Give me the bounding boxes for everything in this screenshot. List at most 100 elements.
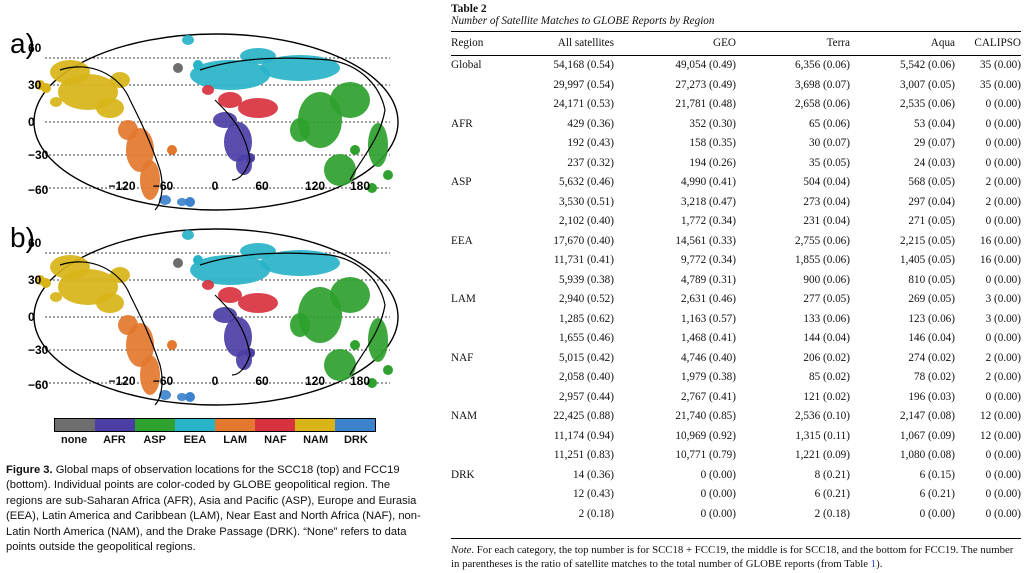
colorbar-swatch-afr <box>95 419 135 431</box>
cell-calipso: 0 (0.00) <box>985 137 1021 149</box>
table-row: Global 54,168 (0.54) 49,054 (0.49) 6,356 (0… <box>451 59 1021 78</box>
cell-calipso: 0 (0.00) <box>985 117 1021 130</box>
observation-point <box>193 255 203 265</box>
cell-aqua: 6 (0.21) <box>919 488 955 500</box>
cell-terra: 273 (0.04) <box>803 195 850 208</box>
cell-all-satellites: 12 (0.43) <box>572 488 614 500</box>
cell-aqua: 274 (0.02) <box>908 351 955 364</box>
cell-calipso: 0 (0.00) <box>985 507 1021 520</box>
cell-calipso: 0 (0.00) <box>985 449 1021 461</box>
cell-aqua: 1,067 (0.09) <box>900 429 955 442</box>
cell-aqua: 297 (0.04) <box>908 195 955 208</box>
cell-calipso: 12 (0.00) <box>979 410 1021 422</box>
cell-aqua: 146 (0.04) <box>908 332 955 344</box>
table-note: Note. For each category, the top number … <box>451 544 1021 571</box>
observation-point <box>167 145 177 155</box>
header-terra: Terra <box>826 37 850 49</box>
table-row: 1,285 (0.62) 1,163 (0.57) 133 (0.06) 123 (0… <box>451 313 1021 332</box>
table-row: 24,171 (0.53) 21,781 (0.48) 2,658 (0.06) 2,… <box>451 98 1021 117</box>
bottom-rule <box>451 538 1021 539</box>
cell-aqua: 78 (0.02) <box>913 371 955 383</box>
cell-geo: 1,468 (0.41) <box>681 332 736 344</box>
region-points-afr <box>213 307 237 323</box>
region-points-naf <box>238 293 278 313</box>
cell-geo: 4,990 (0.41) <box>681 176 736 188</box>
observation-point <box>350 145 360 155</box>
cell-aqua: 24 (0.03) <box>913 156 955 169</box>
colorbar-label: DRK <box>343 434 368 446</box>
table-row: DRK 14 (0.36) 0 (0.00) 8 (0.21) 6 (0.15) 0 (0… <box>451 469 1021 488</box>
cell-geo: 10,771 (0.79) <box>675 449 736 461</box>
cell-aqua: 0 (0.00) <box>919 507 955 520</box>
cell-terra: 231 (0.04) <box>803 215 850 227</box>
colorbar-swatch-asp <box>135 419 175 431</box>
cell-calipso: 16 (0.00) <box>979 254 1021 266</box>
cell-terra: 121 (0.02) <box>803 390 850 403</box>
cell-aqua: 269 (0.05) <box>908 293 955 305</box>
header-calipso: CALIPSO <box>974 37 1021 49</box>
cell-geo: 2,631 (0.46) <box>681 293 736 305</box>
table-subtitle: Number of Satellite Matches to GLOBE Rep… <box>451 15 715 27</box>
region-points-naf <box>202 280 214 290</box>
region-points-asp <box>290 118 310 142</box>
cell-aqua: 271 (0.05) <box>908 215 955 227</box>
lat-label: −60 <box>28 183 49 197</box>
table-header-row: Region All satellites GEO Terra Aqua CAL… <box>451 37 1021 56</box>
table-title: Table 2 <box>451 3 487 15</box>
lon-label: 180 <box>350 374 370 388</box>
table-row: 2,058 (0.40) 1,979 (0.38) 85 (0.02) 78 (0.0… <box>451 371 1021 390</box>
observation-point <box>383 365 393 375</box>
cell-all-satellites: 237 (0.32) <box>567 156 614 169</box>
region-points-asp <box>290 313 310 337</box>
cell-geo: 1,979 (0.38) <box>681 371 736 383</box>
cell-terra: 144 (0.04) <box>803 332 850 344</box>
table-1-link[interactable]: 1 <box>870 557 877 570</box>
lon-label: 60 <box>255 179 269 193</box>
cell-geo: 9,772 (0.34) <box>681 254 736 266</box>
cell-aqua: 29 (0.07) <box>913 137 955 149</box>
region-points-nam <box>110 267 130 283</box>
cell-terra: 900 (0.06) <box>803 273 850 286</box>
table-2: Table 2 Number of Satellite Matches to G… <box>451 0 1024 573</box>
cell-region: DRK <box>451 468 475 481</box>
cell-geo: 14,561 (0.33) <box>675 234 736 247</box>
cell-aqua: 1,080 (0.08) <box>900 449 955 461</box>
region-points-eea <box>182 230 194 240</box>
observation-point <box>367 183 377 193</box>
table-row: 12 (0.43) 0 (0.00) 6 (0.21) 6 (0.21) 0 (0.00… <box>451 488 1021 507</box>
region-points-naf <box>238 98 278 118</box>
top-rule <box>451 31 1021 32</box>
cell-all-satellites: 2,940 (0.52) <box>559 293 614 305</box>
figure-3: a) 60 30 0 −30 −60 −120 −60 0 60 120 180 b) 60 30 0 −… <box>0 0 440 573</box>
observation-point <box>173 258 183 268</box>
region-points-nam <box>50 60 90 84</box>
map-panel-a: 60 30 0 −30 −60 −120 −60 0 60 120 180 <box>28 33 399 211</box>
cell-geo: 3,218 (0.47) <box>681 195 736 208</box>
cell-terra: 2 (0.18) <box>814 507 850 520</box>
lon-label: 60 <box>255 374 269 388</box>
lon-label: 0 <box>212 374 219 388</box>
cell-all-satellites: 29,997 (0.54) <box>553 78 614 91</box>
lat-label: 60 <box>28 41 42 55</box>
cell-calipso: 3 (0.00) <box>985 293 1021 305</box>
cell-region: NAF <box>451 351 474 364</box>
cell-geo: 4,746 (0.40) <box>681 351 736 364</box>
cell-aqua: 196 (0.03) <box>908 390 955 403</box>
cell-geo: 1,163 (0.57) <box>681 312 736 325</box>
header-geo: GEO <box>713 37 736 49</box>
region-points-eea <box>260 55 340 81</box>
region-points-nam <box>50 97 62 107</box>
region-points-asp <box>330 82 370 118</box>
lon-label: 0 <box>212 179 219 193</box>
region-points-eea <box>240 48 276 64</box>
table-row: 2,957 (0.44) 2,767 (0.41) 121 (0.02) 196 (0… <box>451 391 1021 410</box>
table-row: 5,939 (0.38) 4,789 (0.31) 900 (0.06) 810 (0… <box>451 274 1021 293</box>
cell-all-satellites: 3,530 (0.51) <box>559 195 614 208</box>
cell-terra: 8 (0.21) <box>814 468 850 481</box>
observation-point <box>367 378 377 388</box>
cell-all-satellites: 24,171 (0.53) <box>553 98 614 110</box>
colorbar-label: LAM <box>223 434 248 446</box>
cell-calipso: 3 (0.00) <box>985 312 1021 325</box>
cell-terra: 2,658 (0.06) <box>795 98 850 110</box>
lat-label: 0 <box>28 310 35 324</box>
